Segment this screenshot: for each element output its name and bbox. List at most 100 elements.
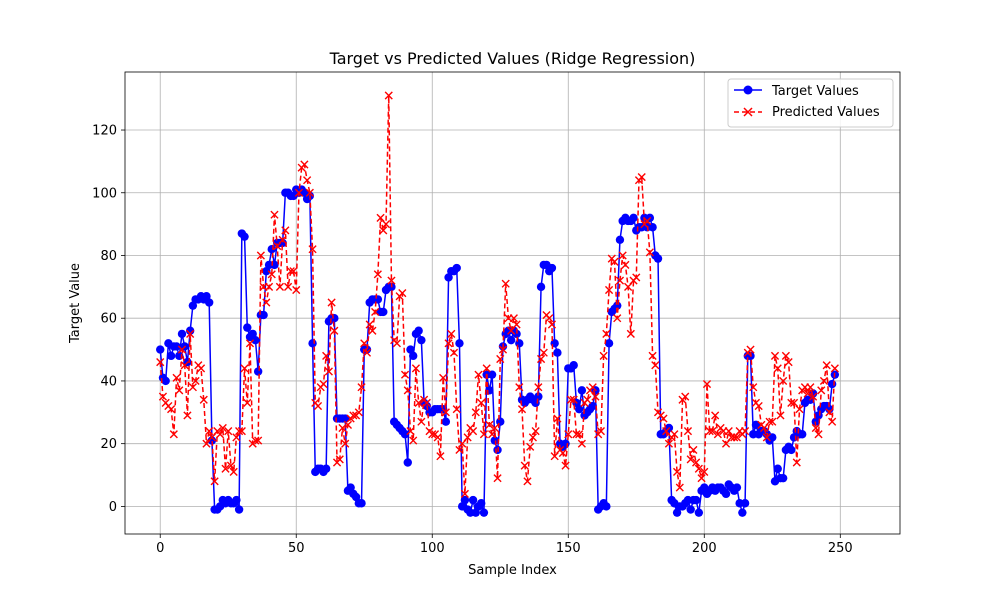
data-point: [569, 395, 578, 404]
x-axis-title: Sample Index: [468, 563, 557, 578]
data-point: [648, 223, 657, 232]
data-point: [740, 427, 750, 436]
data-point: [289, 267, 298, 276]
data-point: [572, 430, 581, 439]
data-point: [732, 483, 742, 492]
data-point: [825, 404, 834, 414]
data-point: [506, 335, 516, 345]
data-point: [313, 401, 323, 411]
data-point: [482, 364, 491, 373]
data-point: [286, 267, 295, 276]
data-point: [351, 492, 361, 502]
data-point: [732, 433, 742, 442]
data-point: [180, 361, 189, 370]
data-point: [604, 285, 614, 295]
data-point: [583, 395, 592, 404]
data-point: [553, 348, 562, 357]
data-point: [322, 351, 331, 360]
x-tick-label: 0: [156, 541, 164, 556]
data-point: [411, 364, 421, 373]
y-tick-label: 20: [100, 437, 117, 452]
y-tick-label: 0: [109, 500, 117, 515]
data-point: [199, 395, 208, 404]
data-point: [664, 439, 674, 448]
data-point: [613, 301, 622, 310]
data-point: [577, 386, 587, 395]
data-point: [433, 433, 442, 442]
data-point: [547, 263, 557, 273]
data-point: [218, 423, 227, 433]
data-point: [270, 210, 279, 219]
data-point: [384, 91, 393, 100]
data-point: [672, 508, 682, 517]
data-point: [561, 461, 570, 470]
data-point: [381, 220, 391, 229]
data-point: [602, 502, 611, 511]
data-point: [436, 452, 445, 461]
data-point: [490, 423, 499, 433]
data-point: [536, 282, 546, 292]
data-point: [338, 423, 347, 433]
data-point: [477, 499, 486, 508]
data-point: [308, 245, 317, 254]
series-0: [156, 185, 840, 517]
data-point: [806, 383, 815, 392]
data-point: [477, 398, 486, 407]
y-tick-label: 60: [100, 312, 117, 327]
x-tick-label: 200: [692, 541, 717, 556]
data-point: [357, 499, 366, 508]
data-point: [371, 307, 380, 317]
data-point: [229, 467, 238, 476]
legend-target-marker: [743, 85, 753, 95]
data-point: [498, 345, 508, 354]
legend-target-label: Target Values: [771, 84, 859, 99]
data-point: [232, 495, 241, 505]
data-point: [539, 348, 548, 357]
data-point: [172, 342, 181, 351]
data-point: [321, 464, 331, 473]
data-point: [226, 461, 236, 470]
data-point: [591, 392, 600, 401]
data-point: [254, 436, 263, 445]
data-point: [240, 364, 249, 373]
data-point: [536, 354, 546, 364]
data-point: [588, 383, 597, 392]
data-point: [547, 320, 557, 329]
data-point: [387, 276, 396, 285]
data-point: [406, 427, 415, 436]
data-point: [694, 464, 703, 473]
data-point: [471, 508, 480, 517]
data-point: [746, 345, 755, 354]
data-point: [177, 345, 187, 354]
data-point: [675, 483, 684, 492]
data-point: [618, 251, 627, 260]
data-point: [762, 433, 771, 442]
data-point: [534, 392, 543, 401]
data-point: [534, 383, 543, 392]
data-point: [172, 373, 181, 382]
data-point: [819, 376, 829, 386]
data-point: [768, 417, 777, 426]
y-tick-label: 100: [92, 186, 117, 201]
data-point: [253, 367, 263, 376]
x-tick-label: 250: [828, 541, 853, 556]
data-point: [248, 329, 257, 339]
data-point: [417, 335, 426, 345]
data-point: [207, 436, 217, 445]
data-point: [784, 358, 793, 367]
data-point: [681, 392, 690, 401]
data-point: [721, 489, 731, 499]
data-point: [765, 417, 774, 426]
data-point: [779, 376, 788, 386]
data-point: [460, 495, 470, 505]
data-point: [275, 282, 285, 291]
data-point: [615, 276, 625, 285]
y-axis-title: Target Value: [68, 263, 83, 344]
data-point: [558, 448, 567, 458]
data-point: [803, 389, 812, 398]
data-point: [566, 395, 576, 404]
data-point: [610, 257, 619, 266]
data-point: [778, 473, 788, 483]
x-tick-label: 100: [420, 541, 445, 556]
data-point: [629, 213, 638, 223]
